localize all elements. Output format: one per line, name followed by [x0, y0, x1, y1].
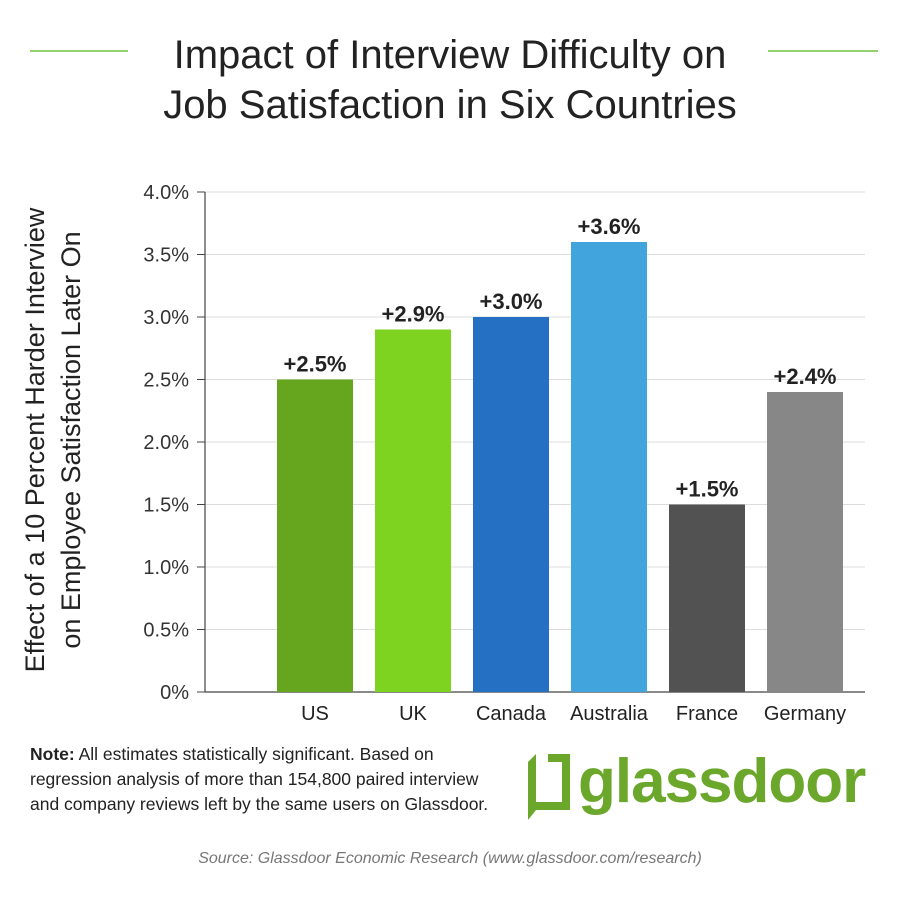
data-label: +2.9% — [382, 302, 445, 327]
note: Note: All estimates statistically signif… — [30, 742, 490, 817]
source-note: Source: Glassdoor Economic Research (www… — [198, 850, 702, 867]
bar-chart: 0% 0.5% 1.0% 1.5% 2.0% 2.5% 3.0% 3.5% 4.0% +2.5% U… — [143, 182, 865, 725]
y-tick-label: 0.5% — [143, 620, 189, 642]
data-label: +2.4% — [774, 364, 837, 389]
data-label: +1.5% — [676, 477, 739, 502]
y-tick-label: 1.0% — [143, 557, 189, 579]
bar-france — [669, 504, 745, 692]
x-tick-label: Canada — [476, 703, 547, 725]
y-tick-label: 2.0% — [143, 432, 189, 454]
glassdoor-logo: glassdoor ® — [522, 747, 872, 824]
y-tick-label: 3.0% — [143, 307, 189, 329]
registered-mark: ® — [847, 768, 856, 782]
chart-title-line-2: Job Satisfaction in Six Countries — [163, 83, 737, 127]
title-rule-right — [768, 50, 878, 52]
note-text: All estimates statistically significant.… — [30, 744, 489, 814]
title-rule-left — [30, 50, 128, 52]
x-tick-label: UK — [399, 703, 427, 725]
data-label: +2.5% — [284, 352, 347, 377]
bar-uk — [375, 329, 451, 692]
chart-title: Impact of Interview Difficulty on Job Sa… — [0, 30, 900, 130]
glassdoor-wordmark: glassdoor — [578, 747, 866, 816]
y-tick-label: 0% — [160, 682, 189, 704]
y-tick-label: 2.5% — [143, 370, 189, 392]
y-tick-label: 4.0% — [143, 182, 189, 204]
glassdoor-door-icon — [528, 754, 570, 820]
bar-canada — [473, 317, 549, 692]
x-tick-label: Australia — [570, 703, 649, 725]
y-tick-label: 3.5% — [143, 245, 189, 267]
chart-title-line-1: Impact of Interview Difficulty on — [173, 33, 727, 77]
data-label: +3.6% — [578, 214, 641, 239]
x-tick-label: US — [301, 703, 329, 725]
bar-australia — [571, 242, 647, 692]
bar-us — [277, 379, 353, 692]
note-label: Note: — [30, 744, 75, 764]
bar-germany — [767, 392, 843, 692]
x-tick-label: Germany — [764, 703, 846, 725]
x-tick-label: France — [676, 703, 738, 725]
y-tick-label: 1.5% — [143, 495, 189, 517]
data-label: +3.0% — [480, 289, 543, 314]
